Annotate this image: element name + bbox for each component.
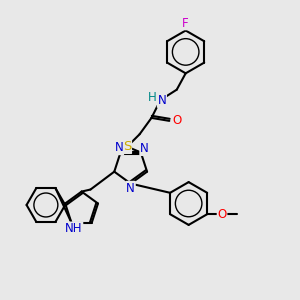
Text: NH: NH xyxy=(65,222,82,235)
Text: O: O xyxy=(218,208,227,221)
Text: N: N xyxy=(140,142,149,155)
Text: N: N xyxy=(115,141,123,154)
Text: S: S xyxy=(123,140,131,153)
Text: F: F xyxy=(182,16,189,30)
Text: O: O xyxy=(172,114,182,128)
Text: N: N xyxy=(126,182,135,194)
Text: N: N xyxy=(158,94,166,107)
Text: H: H xyxy=(148,91,157,104)
